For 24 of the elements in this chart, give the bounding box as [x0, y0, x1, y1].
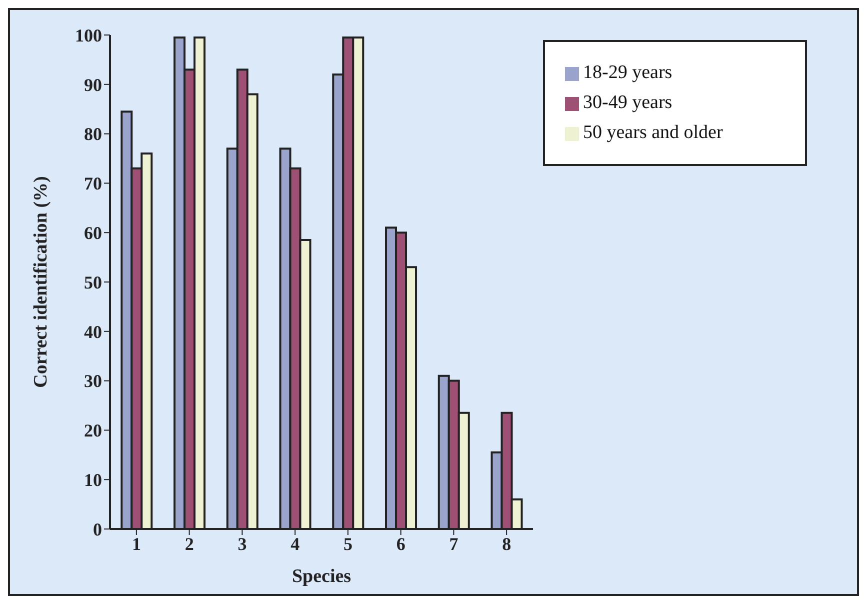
- legend-label: 30-49 years: [583, 92, 672, 113]
- y-tick-label: 80: [84, 124, 102, 144]
- y-tick-label: 90: [84, 74, 102, 95]
- legend-label: 18-29 years: [583, 62, 672, 83]
- x-tick-label: 8: [502, 534, 512, 554]
- legend-label: 50 years and older: [583, 122, 723, 143]
- x-tick-label: 4: [290, 534, 300, 554]
- x-tick-label: 1: [132, 534, 141, 554]
- y-tick-label: 50: [84, 272, 102, 292]
- y-tick-label: 40: [84, 322, 102, 342]
- y-tick-label: 30: [84, 371, 102, 392]
- y-tick-label: 70: [84, 174, 102, 194]
- x-tick-label: 7: [449, 534, 458, 554]
- y-tick-label: 20: [84, 420, 102, 441]
- y-axis-title: Correct identification (%): [30, 176, 52, 388]
- y-tick-label: 10: [84, 470, 102, 490]
- x-tick-label: 5: [343, 534, 352, 554]
- x-tick-label: 2: [184, 534, 194, 554]
- x-axis-title: Species: [292, 566, 352, 587]
- y-tick-label: 100: [75, 25, 102, 46]
- x-tick-label: 3: [238, 534, 247, 554]
- y-tick-label: 0: [93, 519, 102, 540]
- y-tick-label: 60: [84, 222, 102, 243]
- x-tick-label: 6: [396, 534, 406, 554]
